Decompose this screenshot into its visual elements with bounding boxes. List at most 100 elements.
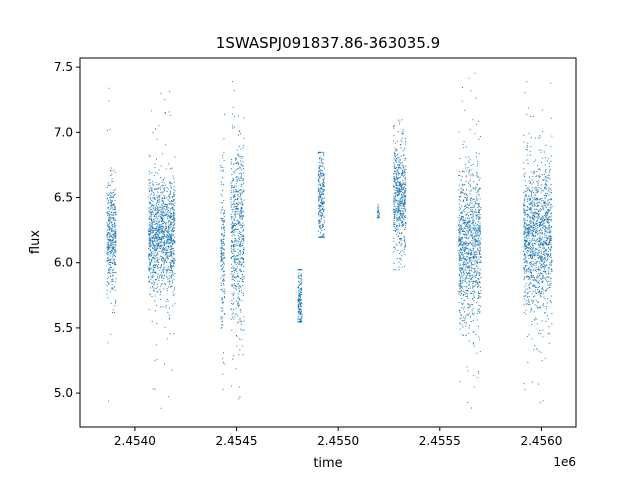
data-point: [221, 357, 223, 359]
data-point: [113, 218, 115, 220]
data-point: [472, 290, 474, 292]
data-point: [234, 277, 236, 279]
data-point: [298, 307, 300, 309]
data-point: [550, 256, 552, 258]
data-point: [468, 265, 470, 267]
data-point: [323, 209, 325, 211]
data-point: [149, 239, 151, 241]
data-point: [401, 216, 403, 218]
data-point: [477, 240, 479, 242]
data-point: [240, 172, 242, 174]
data-point: [397, 154, 399, 156]
data-point: [548, 174, 550, 176]
data-point: [166, 238, 168, 240]
data-point: [239, 213, 241, 215]
data-point: [462, 219, 464, 221]
data-point: [159, 255, 161, 257]
data-point: [161, 217, 163, 219]
data-point: [233, 276, 235, 278]
data-point: [235, 368, 237, 370]
data-point: [400, 186, 402, 188]
data-point: [110, 206, 112, 208]
data-point: [172, 253, 174, 255]
data-point: [149, 267, 151, 269]
data-point: [464, 281, 466, 283]
data-point: [399, 144, 401, 146]
data-point: [157, 215, 159, 217]
data-point: [171, 207, 173, 209]
data-point: [393, 158, 395, 160]
data-point: [472, 213, 474, 215]
data-point: [523, 198, 525, 200]
data-point: [460, 242, 462, 244]
data-point: [155, 344, 157, 346]
data-point: [533, 213, 535, 215]
data-point: [299, 321, 301, 323]
data-point: [165, 222, 167, 224]
data-point: [393, 202, 395, 204]
data-point: [544, 184, 546, 186]
data-point: [160, 227, 162, 229]
data-point: [466, 277, 468, 279]
data-point: [550, 212, 552, 214]
data-point: [234, 235, 236, 237]
data-point: [463, 285, 465, 287]
data-point: [394, 173, 396, 175]
data-point: [169, 197, 171, 199]
data-point: [397, 204, 399, 206]
data-point: [396, 167, 398, 169]
data-point: [477, 282, 479, 284]
data-point: [471, 203, 473, 205]
data-point: [538, 243, 539, 245]
data-point: [230, 231, 232, 233]
data-point: [163, 275, 165, 277]
data-point: [460, 232, 462, 234]
data-point: [398, 204, 400, 206]
data-point: [108, 226, 110, 228]
data-point: [163, 248, 165, 250]
data-point: [231, 113, 233, 115]
data-point: [548, 226, 550, 228]
data-point: [541, 272, 543, 274]
data-point: [154, 261, 156, 263]
data-point: [468, 162, 470, 164]
data-point: [153, 220, 155, 222]
data-point: [537, 164, 539, 166]
data-point: [231, 230, 233, 232]
data-point: [163, 220, 165, 222]
data-point: [535, 190, 537, 192]
data-point: [233, 200, 235, 202]
data-point: [472, 281, 474, 283]
data-point: [154, 271, 156, 273]
data-point: [152, 248, 154, 250]
data-point: [318, 193, 320, 195]
data-point: [550, 197, 552, 199]
data-point: [241, 239, 243, 241]
data-point: [529, 203, 531, 205]
data-point: [240, 160, 242, 162]
data-point: [393, 204, 395, 205]
data-point: [465, 236, 467, 238]
data-point: [321, 204, 323, 206]
data-point: [397, 185, 399, 187]
data-point: [173, 199, 175, 201]
data-point: [222, 388, 224, 390]
data-point: [461, 230, 463, 232]
data-point: [476, 195, 478, 197]
data-point: [467, 266, 469, 268]
data-point: [394, 194, 396, 196]
data-point: [173, 192, 175, 194]
data-point: [112, 275, 114, 277]
data-point: [462, 231, 464, 233]
data-point: [479, 217, 481, 219]
data-point: [461, 213, 463, 215]
data-point: [545, 240, 547, 242]
data-point: [545, 216, 547, 218]
data-point: [318, 157, 320, 159]
data-point: [473, 226, 475, 228]
data-point: [467, 254, 469, 256]
data-point: [230, 197, 232, 199]
data-point: [550, 198, 552, 200]
data-point: [111, 224, 113, 226]
data-point: [523, 207, 525, 209]
